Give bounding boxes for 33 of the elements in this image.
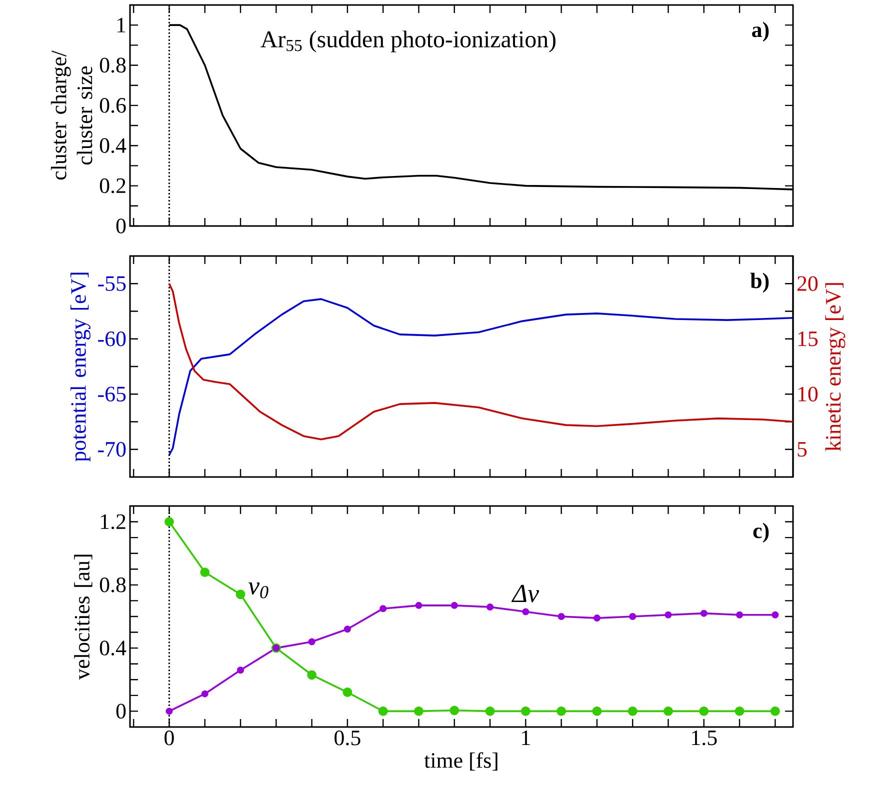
y-tick-label: -70 (98, 442, 126, 457)
x-tick-label: 0 (164, 730, 174, 746)
y2-tick-label: 15 (798, 332, 818, 346)
y-tick-label: 0.6 (100, 98, 126, 113)
text: b) (750, 272, 769, 293)
y-axis-title: cluster charge/ cluster size (50, 50, 92, 180)
y-tick-label: 0.8 (100, 58, 126, 73)
text: a) (752, 22, 769, 42)
y-tick-label: 0.4 (100, 138, 126, 154)
y-tick-label: 0 (116, 704, 126, 719)
y-tick-label: -60 (98, 331, 126, 346)
y-tick-label: 1 (117, 18, 126, 32)
x-tick-label: 1.5 (692, 730, 717, 746)
y-tick-label: 0.2 (100, 178, 126, 194)
y-tick-label: 1.2 (101, 514, 126, 530)
text: c) (753, 522, 769, 543)
y-tick-label: 0 (116, 218, 126, 234)
y-axis-title: velocities [au] (74, 554, 92, 680)
series-label: v$_{0}$ (248, 582, 268, 598)
y2-tick-label: 10 (798, 386, 818, 402)
y-tick-label: -55 (98, 276, 126, 291)
series-label: Δv (511, 584, 540, 602)
x-tick-label: 0.5 (334, 730, 360, 746)
x-tick-label: 1 (522, 730, 530, 745)
y-tick-label: 0.4 (100, 640, 126, 656)
y-axis-title: potential energy [eV] (70, 272, 90, 462)
annotation: Ar$_{55}$ (sudden photo-ionization) (260, 30, 556, 52)
y2-tick-label: 5 (798, 442, 807, 457)
y-tick-label: 0.8 (100, 577, 126, 592)
x-axis-title: time [fs] (424, 752, 498, 771)
y2-tick-label: 20 (798, 276, 818, 292)
y2-axis-title: kinetic energy [eV] (825, 283, 846, 452)
y-tick-label: -65 (98, 386, 126, 402)
